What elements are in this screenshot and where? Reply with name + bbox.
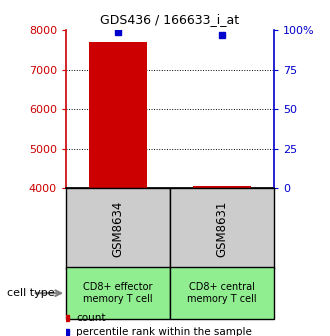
Text: GSM8631: GSM8631 (215, 200, 228, 257)
Bar (66, 188, 170, 269)
Text: CD8+ central
memory T cell: CD8+ central memory T cell (187, 282, 257, 304)
Text: CD8+ effector
memory T cell: CD8+ effector memory T cell (83, 282, 153, 304)
Text: GSM8634: GSM8634 (112, 200, 124, 257)
Text: count: count (76, 313, 105, 323)
Bar (193, 186, 250, 188)
Bar (170, 188, 274, 269)
Bar (170, 267, 274, 319)
Title: GDS436 / 166633_i_at: GDS436 / 166633_i_at (100, 13, 240, 26)
Bar (66, 267, 170, 319)
Text: percentile rank within the sample: percentile rank within the sample (76, 328, 252, 336)
Text: cell type: cell type (7, 288, 54, 298)
Bar (89, 42, 147, 188)
